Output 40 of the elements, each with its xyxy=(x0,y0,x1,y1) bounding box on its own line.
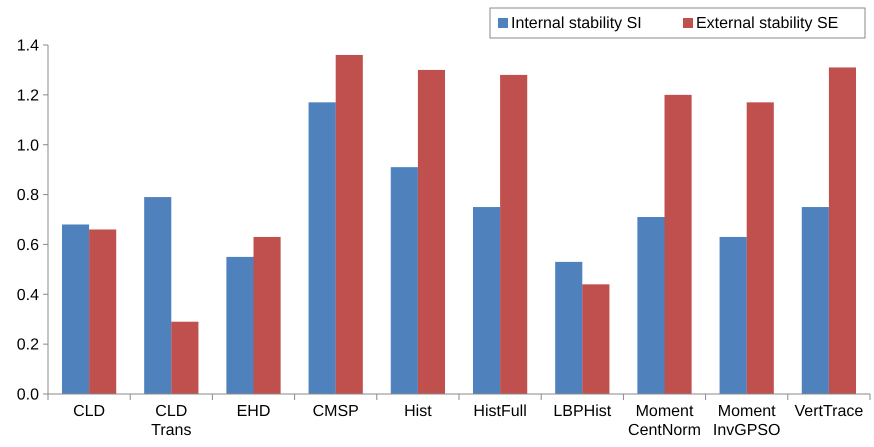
bar xyxy=(664,94,692,394)
x-tick-label: Moment InvGPSO xyxy=(712,403,780,439)
bar xyxy=(390,167,418,394)
x-tick-label: LBPHist xyxy=(553,403,612,420)
bar xyxy=(171,322,198,394)
y-tick-label: 0.4 xyxy=(16,286,40,304)
bar xyxy=(226,256,254,394)
bar xyxy=(89,229,116,394)
bar xyxy=(418,70,446,394)
y-tick-label: 1.4 xyxy=(16,38,40,55)
bar xyxy=(336,54,363,394)
bar xyxy=(62,224,90,394)
legend-label: Internal stability SI xyxy=(511,15,642,32)
legend-label: External stability SE xyxy=(696,15,838,32)
x-tick-label: CMSP xyxy=(312,403,359,420)
y-tick-label: 0.2 xyxy=(16,336,40,354)
y-tick-label: 1.2 xyxy=(16,87,40,104)
x-tick-label: HistFull xyxy=(473,403,527,420)
x-tick-label: VertTrace xyxy=(794,403,864,420)
bar xyxy=(637,217,664,394)
y-tick-label: 0.6 xyxy=(16,237,40,254)
bar xyxy=(582,284,610,394)
x-tick-label: CLD xyxy=(73,403,106,420)
bar xyxy=(308,102,336,394)
y-tick-label: 1.0 xyxy=(16,137,40,154)
bar xyxy=(555,262,582,394)
y-tick-label: 0.8 xyxy=(16,187,40,204)
x-tick-label: EHD xyxy=(236,403,270,420)
y-tick-label: 0.0 xyxy=(16,386,40,404)
bar xyxy=(500,74,528,394)
bar xyxy=(472,207,500,394)
x-tick-label: Moment CentNorm xyxy=(628,403,701,439)
bar xyxy=(746,102,774,394)
x-tick-label: CLD Trans xyxy=(151,403,192,439)
bar xyxy=(828,67,856,394)
bar xyxy=(144,197,172,394)
x-tick-label: Hist xyxy=(404,403,432,420)
bar xyxy=(802,207,829,394)
bar xyxy=(254,236,281,394)
bar xyxy=(720,236,747,394)
